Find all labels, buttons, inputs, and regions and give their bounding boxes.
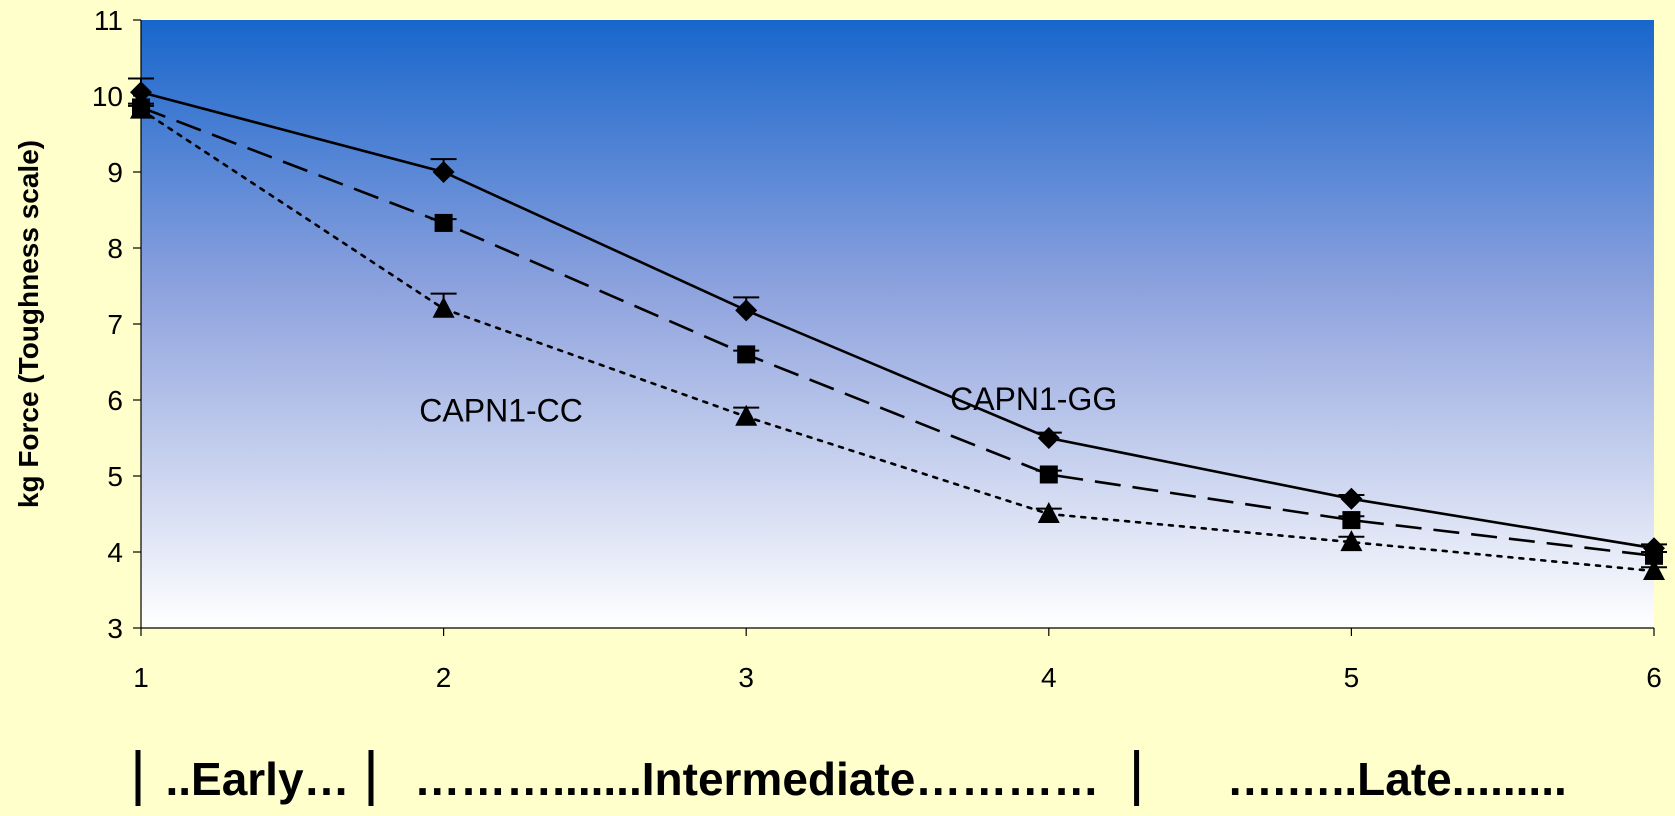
y-tick-label: 6 — [107, 385, 123, 416]
data-point-diamond — [432, 161, 455, 183]
y-tick-label: 9 — [107, 157, 123, 188]
data-point-triangle — [1037, 502, 1060, 523]
data-point-triangle — [1643, 559, 1665, 580]
data-point-diamond — [735, 299, 758, 322]
y-tick-label: 8 — [107, 233, 123, 264]
y-tick-label: 5 — [107, 461, 123, 492]
plot-area — [141, 20, 1654, 628]
series-2-line — [140, 106, 1655, 558]
data-point-triangle — [1340, 530, 1363, 552]
data-point-triangle — [735, 404, 758, 426]
x-tick-label: 3 — [738, 662, 754, 693]
series-3-line — [139, 108, 1656, 573]
data-point-square — [1342, 511, 1361, 530]
y-tick-label: 3 — [107, 613, 123, 644]
y-tick-label: 10 — [92, 81, 123, 112]
data-point-diamond — [1340, 487, 1363, 510]
x-tick-label: 1 — [133, 662, 149, 693]
stage-label: ..Early… — [165, 753, 349, 805]
data-point-diamond — [1037, 427, 1060, 449]
y-tick-label: 11 — [94, 5, 123, 36]
series-1-line — [140, 90, 1655, 550]
data-point-square — [1039, 465, 1058, 484]
x-tick-label: 2 — [436, 662, 452, 693]
x-tick-label: 6 — [1646, 662, 1662, 693]
stage-label: ….…..Late......... — [1227, 753, 1567, 805]
data-point-diamond — [130, 81, 152, 104]
series-annotation: CAPN1-CC — [419, 392, 583, 428]
data-point-triangle — [432, 296, 455, 318]
series-annotation: CAPN1-GG — [950, 381, 1117, 417]
data-point-triangle — [130, 97, 152, 119]
x-tick-label: 5 — [1344, 662, 1360, 693]
y-tick-label: 4 — [107, 537, 123, 568]
x-tick-label: 4 — [1041, 662, 1057, 693]
y-tick-label: 7 — [107, 309, 123, 340]
y-axis-label: kg Force (Toughness scale) — [13, 140, 44, 508]
data-point-square — [1645, 546, 1663, 565]
data-point-square — [434, 213, 453, 232]
stage-label: ……….......Intermediate………… — [414, 753, 1099, 805]
data-point-square — [737, 345, 756, 364]
